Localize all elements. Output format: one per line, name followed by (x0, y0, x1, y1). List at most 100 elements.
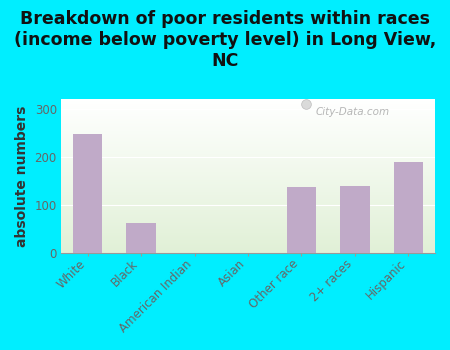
Bar (61, 127, 435, 128)
Bar (61, 161, 435, 162)
Bar (61, 238, 435, 239)
Bar (61, 149, 435, 150)
Bar (61, 212, 435, 213)
Bar (61, 249, 435, 250)
Bar (61, 147, 435, 148)
Bar (61, 140, 435, 141)
Bar (61, 122, 435, 123)
Bar (61, 206, 435, 207)
Bar (61, 181, 435, 182)
Bar (61, 213, 435, 214)
Bar (61, 144, 435, 145)
Bar (61, 227, 435, 228)
Bar (61, 200, 435, 201)
Bar (61, 194, 435, 195)
Bar (61, 105, 435, 106)
Bar (61, 250, 435, 251)
Bar (61, 185, 435, 186)
Bar (61, 174, 435, 175)
Bar (61, 167, 435, 168)
Bar (61, 189, 435, 190)
Bar (61, 112, 435, 113)
Bar (61, 159, 435, 160)
Bar (394, 162, 423, 253)
Bar (61, 124, 435, 125)
Bar (61, 203, 435, 204)
Bar (61, 173, 435, 174)
Bar (61, 128, 435, 129)
Bar (61, 221, 435, 222)
Bar (61, 129, 435, 130)
Bar (61, 126, 435, 127)
Bar (61, 154, 435, 155)
Bar (61, 148, 435, 149)
Bar (126, 223, 156, 253)
Bar (61, 251, 435, 252)
Bar (61, 235, 435, 236)
Bar (61, 183, 435, 184)
Bar (61, 141, 435, 142)
Bar (61, 103, 435, 104)
Bar (61, 209, 435, 210)
Bar (61, 163, 435, 164)
Bar (61, 226, 435, 227)
Bar (61, 118, 435, 119)
Bar (61, 119, 435, 120)
Bar (61, 135, 435, 136)
Bar (61, 252, 435, 253)
Bar (61, 178, 435, 179)
Bar (61, 116, 435, 117)
Bar (61, 208, 435, 209)
Bar (61, 139, 435, 140)
Text: Breakdown of poor residents within races
(income below poverty level) in Long Vi: Breakdown of poor residents within races… (14, 10, 436, 70)
Bar (61, 157, 435, 158)
Bar (61, 237, 435, 238)
Bar (61, 246, 435, 247)
Bar (61, 104, 435, 105)
Bar (61, 199, 435, 200)
Bar (61, 117, 435, 118)
Bar (61, 164, 435, 166)
Bar (61, 248, 435, 249)
Bar (61, 239, 435, 240)
Bar (61, 130, 435, 131)
Bar (61, 125, 435, 126)
Bar (61, 142, 435, 143)
Bar (61, 231, 435, 232)
Bar (61, 223, 435, 224)
Bar (61, 245, 435, 246)
Bar (61, 123, 435, 124)
Bar (61, 137, 435, 138)
Bar (61, 99, 435, 100)
Bar (61, 229, 435, 230)
Bar (61, 217, 435, 218)
Bar (61, 187, 435, 188)
Bar (61, 224, 435, 225)
Bar (61, 102, 435, 103)
Bar (61, 218, 435, 219)
Y-axis label: absolute numbers: absolute numbers (15, 105, 29, 247)
Bar (61, 197, 435, 198)
Bar (61, 134, 435, 135)
Bar (61, 236, 435, 237)
Bar (61, 107, 435, 108)
Bar (61, 182, 435, 183)
Bar (61, 101, 435, 102)
Bar (61, 193, 435, 194)
Bar (61, 120, 435, 121)
Bar (61, 204, 435, 205)
Bar (61, 233, 435, 234)
Bar (61, 111, 435, 112)
Bar (61, 151, 435, 152)
Bar (61, 188, 435, 189)
Bar (61, 162, 435, 163)
Bar (61, 175, 435, 176)
Bar (73, 134, 103, 253)
Bar (61, 100, 435, 101)
Bar (61, 186, 435, 187)
Bar (61, 168, 435, 169)
Bar (61, 228, 435, 229)
Bar (61, 195, 435, 196)
Bar (61, 132, 435, 133)
Bar (61, 143, 435, 144)
